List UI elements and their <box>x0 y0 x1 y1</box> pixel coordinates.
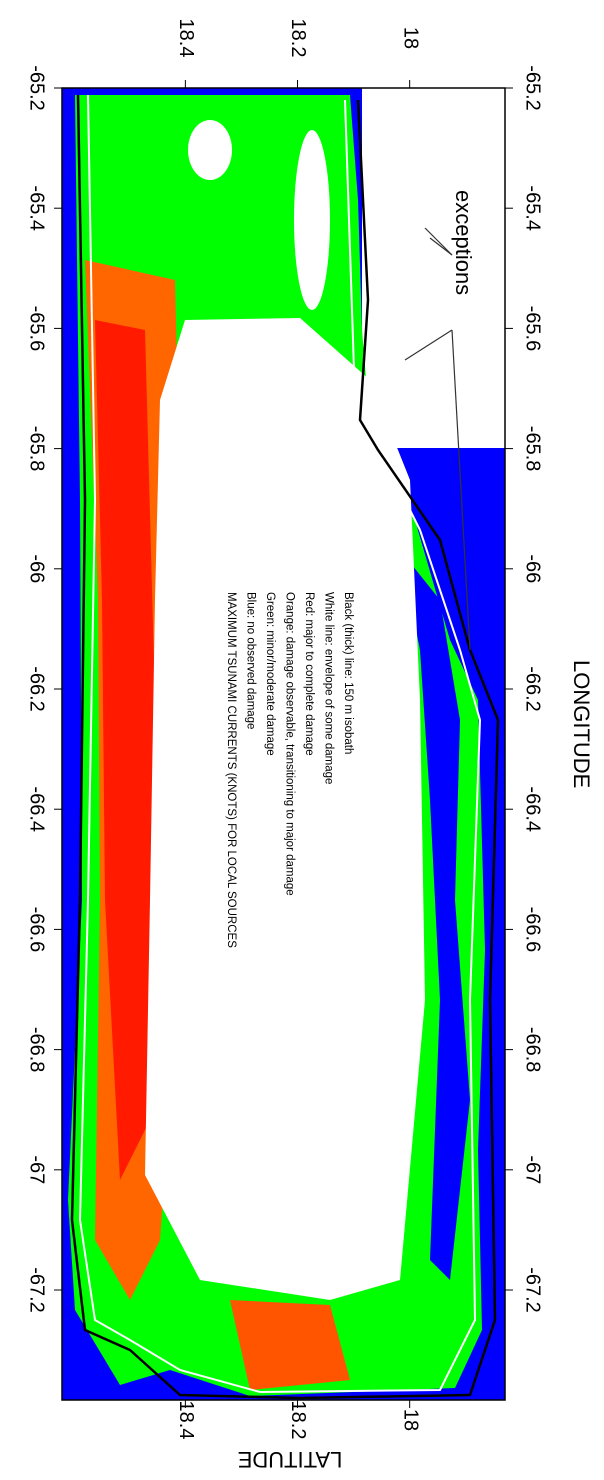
red-zone <box>95 320 155 1180</box>
lon-tick-label: -67 <box>522 1155 544 1184</box>
lon-tick-label: -66.6 <box>26 907 48 953</box>
lon-tick-label: -66.6 <box>522 907 544 953</box>
salt-pond <box>294 130 330 310</box>
annotation: exceptions <box>451 190 476 295</box>
lon-tick-label: -65.6 <box>522 306 544 352</box>
no-data-area <box>362 88 505 448</box>
frame <box>61 87 506 1401</box>
blue-patches <box>400 550 470 1280</box>
lon-tick-label: -65.6 <box>26 306 48 352</box>
legend-item: Green: minor/moderate damage <box>264 592 276 756</box>
legend-item: Orange: damage observable, transitioning… <box>284 592 296 896</box>
lat-tick-label: 18 <box>399 27 421 49</box>
lon-tick-label: -66.4 <box>522 786 544 832</box>
lon-tick-label: -67.2 <box>522 1267 544 1313</box>
y-axis-label: LATITUDE <box>238 1447 343 1472</box>
lon-tick-label: -66.8 <box>26 1027 48 1073</box>
lon-tick-label: -66.2 <box>522 666 544 712</box>
lat-tick-label: 18.2 <box>287 19 309 58</box>
lon-tick-label: -65.4 <box>26 185 48 231</box>
lagoon <box>188 120 232 180</box>
interior <box>145 318 425 1300</box>
lat-tick-label: 18.4 <box>175 1401 197 1440</box>
lon-tick-label: -65.8 <box>522 426 544 472</box>
legend-item: White line: envelope of some damage <box>323 592 335 784</box>
lon-tick-label: -66.2 <box>26 666 48 712</box>
x-axis-label: LONGITUDE <box>569 660 594 788</box>
legend: MAXIMUM TSUNAMI CURRENTS (KNOTS) FOR LOC… <box>225 592 354 948</box>
lat-tick-label: 18.4 <box>175 19 197 58</box>
legend-title: MAXIMUM TSUNAMI CURRENTS (KNOTS) FOR LOC… <box>225 592 237 948</box>
lat-tick-label: 18 <box>399 1409 421 1431</box>
lat-tick-label: 18.2 <box>287 1401 309 1440</box>
lon-tick-label: -67 <box>26 1155 48 1184</box>
lon-tick-label: -66.4 <box>26 786 48 832</box>
isobath-line <box>70 94 500 1400</box>
lon-tick-label: -65.2 <box>522 65 544 111</box>
lon-tick-label: -66 <box>26 554 48 583</box>
legend-item: Red: major to complete damage <box>303 592 315 756</box>
lon-tick-label: -65.8 <box>26 426 48 472</box>
annotation-arrows <box>404 227 471 651</box>
envelope-line <box>78 94 482 1394</box>
lon-tick-label: -66.8 <box>522 1027 544 1073</box>
lon-tick-label: -65.4 <box>522 185 544 231</box>
map-plot <box>61 87 506 1401</box>
lon-tick-label: -65.2 <box>26 65 48 111</box>
legend-item: Black (thick) line: 150 m isobath <box>342 592 354 754</box>
orange-west <box>230 1300 350 1390</box>
legend-item: Blue: no observed damage <box>245 592 257 729</box>
lon-tick-label: -67.2 <box>26 1267 48 1313</box>
lon-tick-label: -66 <box>522 554 544 583</box>
